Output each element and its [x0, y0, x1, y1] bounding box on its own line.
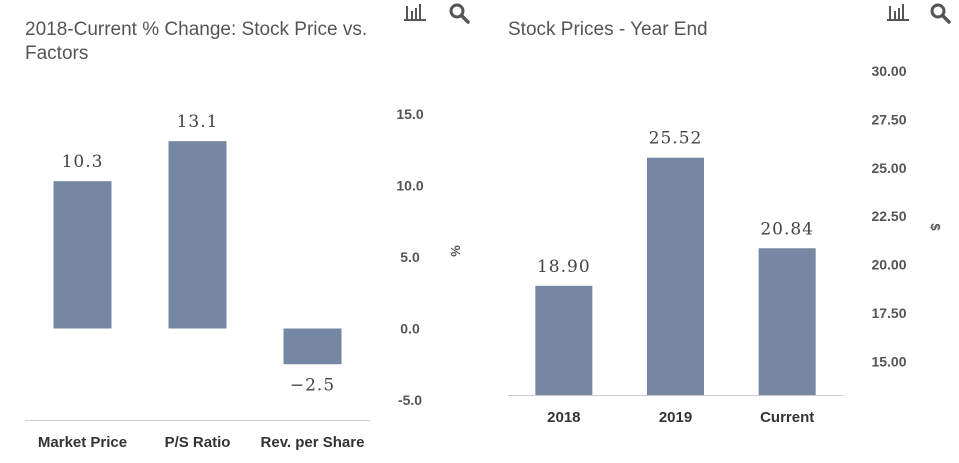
chart-title: Stock Prices - Year End — [508, 19, 708, 40]
y-axis-label: $ — [928, 223, 943, 231]
bar-2018 — [535, 285, 593, 395]
bar-chart-icon[interactable] — [886, 2, 910, 24]
x-tick-label: Current — [760, 409, 814, 426]
search-icon[interactable] — [448, 2, 472, 24]
data-label: 25.52 — [649, 129, 703, 149]
y-tick-label: 22.50 — [871, 208, 906, 224]
data-label: 18.90 — [537, 257, 591, 277]
y-tick-label: 27.50 — [871, 111, 906, 127]
chart-title: 2018-Current % Change: Stock Price vs. F… — [25, 19, 368, 64]
bar-rev-per-share — [283, 328, 342, 365]
x-tick-label: Rev. per Share — [261, 434, 365, 451]
search-icon[interactable] — [929, 2, 953, 24]
data-label: 10.3 — [62, 152, 104, 172]
y-tick-label: 15.00 — [871, 353, 906, 369]
bar-chart-price-vs-factors: 10.3 Market Price 13.1 P/S Ratio −2.5 Rev. pe… — [25, 106, 463, 451]
y-tick-label: 17.50 — [871, 305, 906, 321]
y-tick-label: 5.0 — [400, 249, 420, 265]
chart-panel-price-vs-factors: 2018-Current % Change: Stock Price vs. F… — [25, 2, 472, 451]
bar-current — [758, 248, 816, 395]
bar-market-price — [53, 181, 112, 329]
x-tick-label: 2018 — [547, 409, 580, 426]
y-tick-label: 0.0 — [400, 321, 420, 337]
data-label: 20.84 — [760, 219, 814, 239]
bar-2019 — [647, 157, 704, 395]
x-tick-label: 2019 — [659, 409, 692, 426]
data-label: −2.5 — [290, 375, 335, 395]
bar-chart-stock-prices: 18.90 2018 25.52 2019 20.84 Current 30.00 27.50… — [508, 63, 943, 426]
y-axis-label: % — [448, 245, 463, 257]
y-tick-label: 20.00 — [871, 257, 906, 273]
x-tick-label: P/S Ratio — [165, 434, 231, 451]
y-tick-label: -5.0 — [398, 392, 422, 408]
x-tick-label: Market Price — [38, 434, 127, 451]
data-label: 13.1 — [177, 112, 219, 132]
y-tick-label: 30.00 — [871, 63, 906, 79]
chart-panel-stock-prices: Stock Prices - Year End 18.90 2018 25.52 20… — [480, 0, 959, 463]
y-tick-label: 10.0 — [396, 178, 423, 194]
y-tick-label: 25.00 — [871, 160, 906, 176]
bar-p-s-ratio — [168, 141, 227, 329]
y-tick-label: 15.0 — [396, 106, 423, 122]
bar-chart-icon[interactable] — [403, 2, 427, 24]
